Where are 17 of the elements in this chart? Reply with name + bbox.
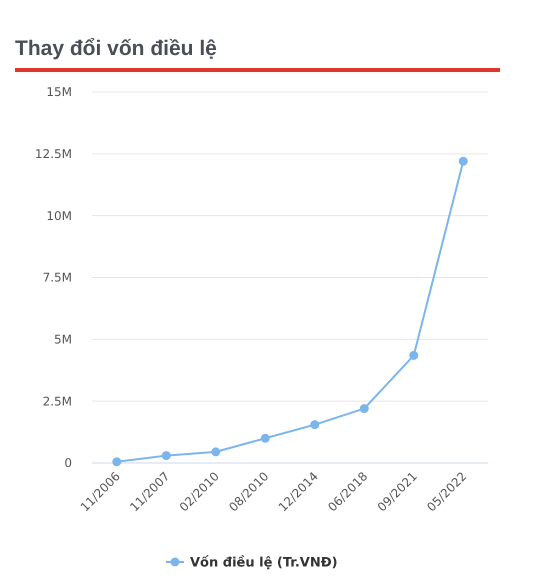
y-tick-label: 12.5M bbox=[34, 147, 72, 162]
point bbox=[409, 350, 418, 360]
y-tick-label: 0 bbox=[64, 456, 72, 470]
y-tick-label: 7.5M bbox=[42, 270, 72, 285]
y-tick-label: 15M bbox=[46, 85, 72, 100]
point bbox=[162, 451, 171, 460]
point bbox=[211, 447, 220, 456]
point bbox=[260, 434, 270, 443]
point bbox=[310, 420, 320, 430]
y-tick-label: 10M bbox=[46, 208, 72, 223]
chart-title: Thay đổi vốn điều lệ bbox=[15, 37, 217, 60]
y-tick-label: 5M bbox=[54, 332, 72, 347]
point bbox=[458, 156, 468, 166]
point bbox=[112, 457, 122, 466]
legend-label: Vốn điều lệ (Tr.VNĐ) bbox=[190, 554, 338, 571]
point bbox=[360, 404, 369, 414]
y-tick-label: 2.5M bbox=[42, 394, 72, 408]
